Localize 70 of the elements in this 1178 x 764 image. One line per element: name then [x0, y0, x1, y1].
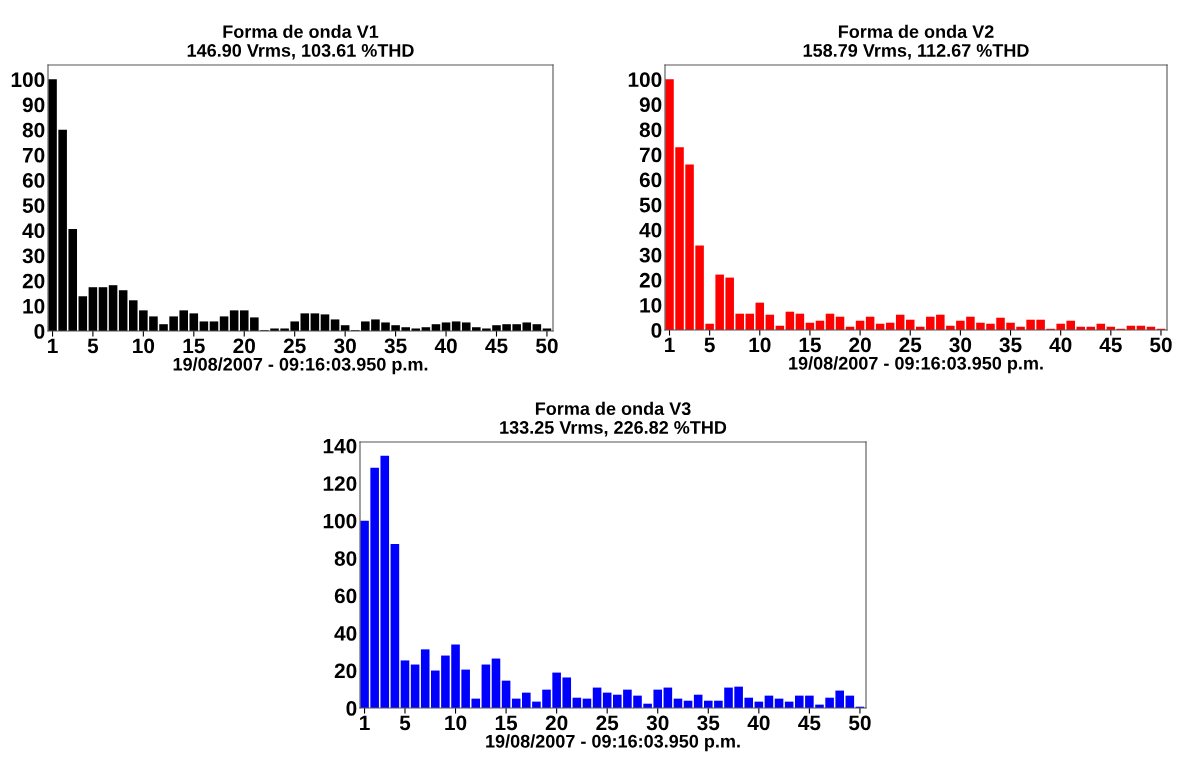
y-tick-label: 100 [628, 72, 662, 88]
y-tick-label: 80 [22, 122, 45, 138]
x-tick-label: 25 [283, 338, 306, 354]
chart-title: Forma de onda V1 [223, 24, 379, 39]
x-tick-label: 45 [798, 715, 821, 731]
x-tick-label: 40 [747, 715, 770, 731]
x-tick-label: 45 [485, 338, 508, 354]
x-tick-label: 35 [999, 337, 1022, 353]
chart-title: Forma de onda V2 [838, 24, 994, 39]
x-tick-label: 50 [1150, 337, 1172, 353]
y-tick-label: 20 [22, 273, 45, 289]
chart-title: Forma de onda V3 [535, 401, 691, 416]
x-tick-label: 45 [1099, 337, 1122, 353]
x-tick-label: 35 [384, 338, 407, 354]
y-tick-label: 50 [639, 197, 662, 213]
y-tick-label: 40 [639, 222, 662, 238]
y-tick-label: 30 [639, 247, 662, 263]
y-tick-label: 0 [346, 701, 357, 716]
x-tick-label: 15 [183, 338, 205, 354]
x-tick-label: 30 [949, 337, 972, 353]
y-tick-label: 30 [22, 248, 45, 264]
y-tick-label: 80 [639, 122, 662, 138]
x-axis-title: 19/08/2007 - 09:16:03.950 p.m. [173, 357, 428, 375]
x-tick-label: 50 [536, 338, 558, 354]
y-tick-label: 90 [22, 97, 45, 113]
x-tick-label: 25 [899, 337, 922, 353]
x-tick-label: 40 [434, 338, 457, 354]
y-tick-label: 120 [323, 476, 357, 491]
chart-subtitle: 158.79 Vrms, 112.67 %THD [803, 44, 1029, 60]
y-tick-label: 100 [323, 513, 357, 529]
y-tick-label: 60 [334, 588, 357, 604]
chart-subtitle: 133.25 Vrms, 226.82 %THD [500, 421, 727, 437]
x-tick-label: 35 [697, 715, 720, 731]
y-tick-label: 20 [639, 272, 662, 288]
x-tick-label: 20 [233, 338, 255, 354]
y-tick-label: 60 [639, 172, 662, 188]
y-tick-label: 20 [334, 663, 357, 679]
x-tick-label: 5 [399, 715, 411, 731]
x-tick-label: 1 [360, 715, 370, 731]
y-tick-label: 100 [11, 72, 45, 88]
x-tick-label: 20 [849, 337, 871, 353]
y-tick-label: 140 [323, 438, 357, 454]
x-tick-label: 15 [799, 337, 821, 353]
y-tick-label: 40 [22, 223, 45, 239]
chart-subtitle: 146.90 Vrms, 103.61 %THD [187, 44, 414, 60]
x-tick-label: 1 [48, 338, 58, 354]
y-tick-label: 50 [22, 198, 45, 213]
y-tick-label: 70 [639, 147, 662, 163]
x-tick-label: 5 [704, 337, 715, 353]
x-tick-label: 10 [133, 338, 155, 354]
x-tick-label: 5 [87, 338, 99, 354]
x-tick-label: 15 [495, 715, 518, 731]
y-tick-label: 60 [22, 173, 45, 188]
x-tick-label: 50 [848, 715, 871, 731]
y-tick-label: 10 [23, 298, 45, 314]
y-tick-label: 0 [651, 323, 662, 338]
y-tick-label: 10 [640, 297, 662, 313]
y-tick-label: 70 [22, 147, 45, 163]
x-tick-label: 10 [445, 715, 467, 731]
y-tick-label: 40 [334, 626, 357, 641]
x-tick-label: 20 [545, 715, 568, 731]
x-tick-label: 25 [596, 715, 619, 731]
y-tick-label: 80 [334, 551, 357, 566]
x-tick-label: 1 [665, 337, 675, 353]
x-tick-label: 40 [1049, 337, 1072, 353]
x-axis-title: 19/08/2007 - 09:16:03.950 p.m. [486, 734, 740, 752]
y-tick-label: 90 [639, 97, 662, 113]
x-tick-label: 10 [749, 337, 771, 353]
x-axis-title: 19/08/2007 - 09:16:03.950 p.m. [789, 356, 1043, 374]
y-tick-label: 0 [34, 324, 45, 339]
